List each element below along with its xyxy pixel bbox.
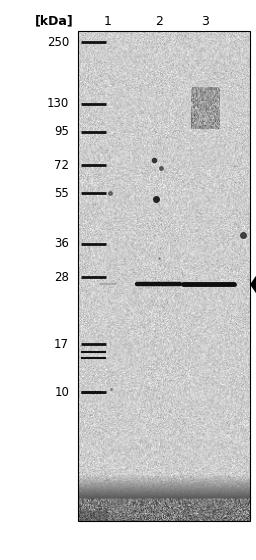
Text: 72: 72 [54, 158, 69, 172]
Text: 55: 55 [54, 186, 69, 200]
Text: [kDa]: [kDa] [34, 15, 73, 28]
Text: 95: 95 [54, 125, 69, 138]
Text: 250: 250 [47, 35, 69, 49]
Text: 36: 36 [54, 237, 69, 250]
Text: 3: 3 [201, 15, 209, 28]
Bar [78, 31, 250, 521]
Text: 28: 28 [54, 270, 69, 284]
Text: 130: 130 [47, 97, 69, 110]
Text: 2: 2 [155, 15, 163, 28]
Polygon shape [251, 267, 256, 302]
Text: 1: 1 [104, 15, 111, 28]
Text: 17: 17 [54, 338, 69, 351]
Text: 10: 10 [54, 385, 69, 399]
